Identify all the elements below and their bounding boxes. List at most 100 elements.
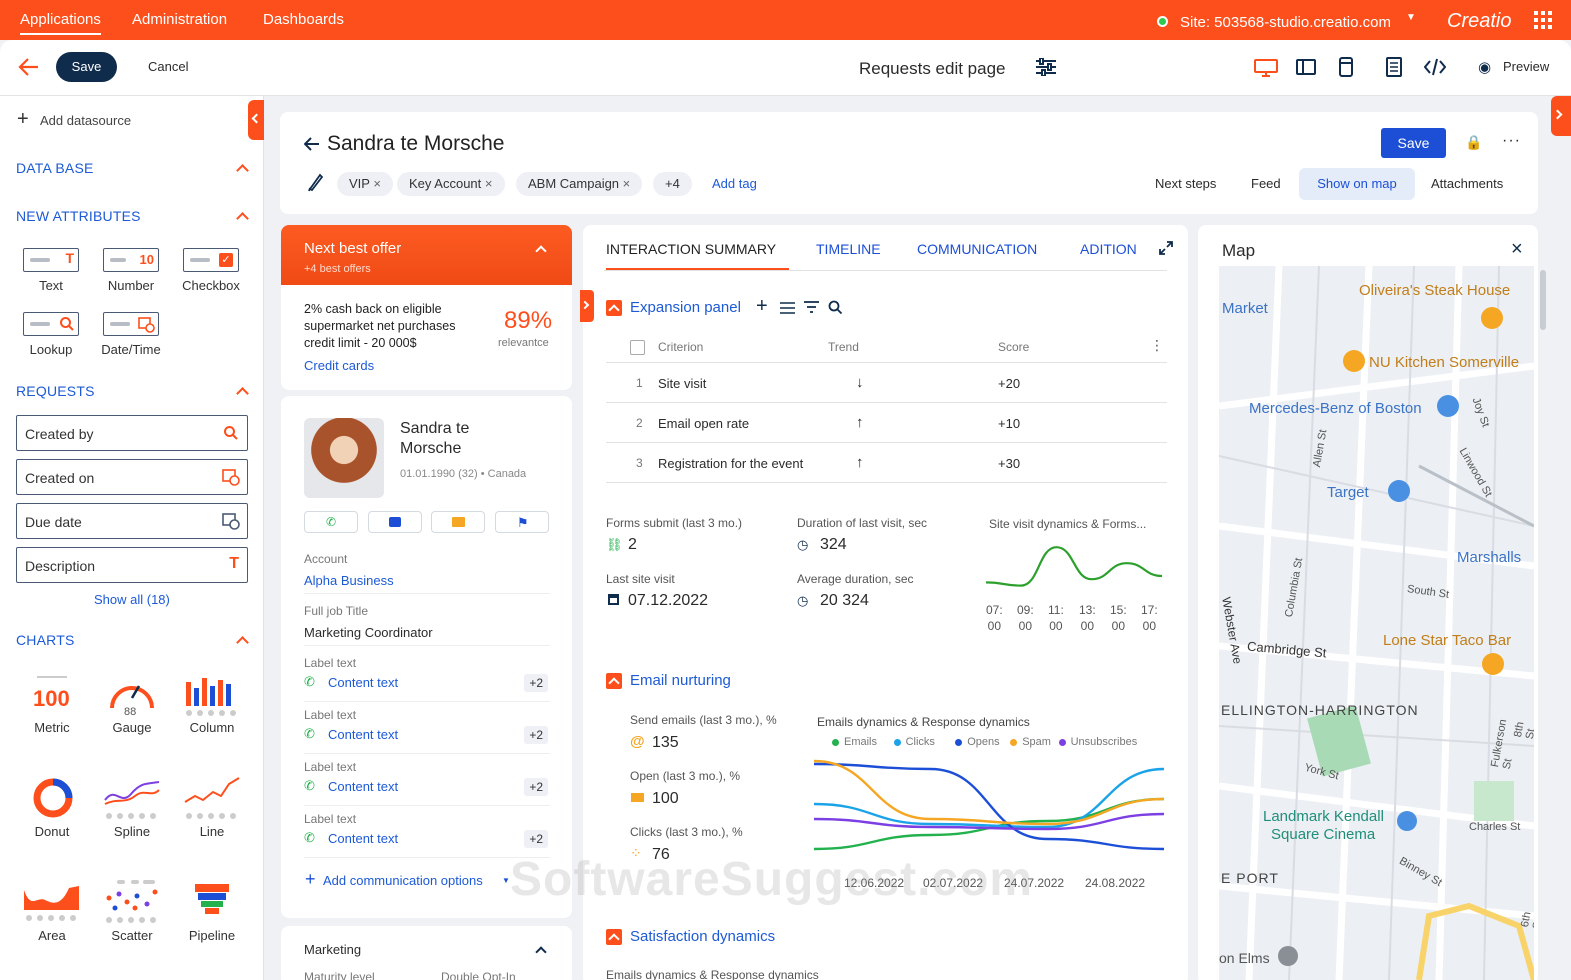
back-arrow-icon[interactable]	[18, 57, 40, 77]
tag-key-account[interactable]: Key Account ×	[397, 172, 505, 196]
more-vertical-icon[interactable]: ⋮	[1150, 337, 1164, 353]
expansion-panel-title[interactable]: Expansion panel	[630, 299, 741, 316]
chart-tile-spline[interactable]: Spline	[97, 776, 167, 839]
attr-checkbox[interactable]: ✓ Checkbox	[176, 248, 246, 293]
expand-icon[interactable]	[1159, 241, 1173, 255]
tab-communication[interactable]: COMMUNICATION	[917, 241, 1038, 257]
nav-dashboards[interactable]: Dashboards	[263, 11, 344, 28]
collapse-icon[interactable]	[606, 300, 622, 316]
call-button[interactable]: ✆	[304, 511, 358, 533]
apps-grid-icon[interactable]	[1534, 11, 1554, 31]
add-datasource-button[interactable]: Add datasource	[40, 113, 132, 128]
chart-tile-line[interactable]: Line	[177, 776, 247, 839]
section-requests[interactable]: REQUESTS	[16, 383, 95, 399]
search-icon[interactable]	[828, 300, 843, 315]
header-criterion[interactable]: Criterion	[658, 340, 704, 354]
preview-button[interactable]: Preview	[1503, 59, 1550, 74]
header-trend[interactable]: Trend	[828, 340, 859, 354]
row-badge[interactable]: +2	[524, 778, 548, 796]
close-icon[interactable]: ×	[484, 176, 493, 191]
offer-link[interactable]: Credit cards	[304, 358, 375, 373]
table-row[interactable]: 1 Site visit ↓ +20	[606, 363, 1167, 403]
chevron-down-icon[interactable]: ▼	[1406, 12, 1416, 23]
tablet-landscape-icon[interactable]	[1296, 59, 1316, 75]
table-row[interactable]: 2 Email open rate ↑ +10	[606, 403, 1167, 443]
chart-tile-donut[interactable]: Donut	[17, 776, 87, 839]
row-badge[interactable]: +2	[524, 726, 548, 744]
close-icon[interactable]: ×	[373, 176, 381, 191]
chart-tile-scatter[interactable]: Scatter	[97, 880, 167, 943]
expand-side-button[interactable]	[580, 290, 594, 322]
offer-header[interactable]: Next best offer +4 best offers	[281, 225, 572, 285]
site-selector[interactable]: Site: 503568-studio.creatio.com	[1180, 14, 1391, 31]
tab-timeline[interactable]: TIMELINE	[816, 241, 881, 257]
mobile-view-icon[interactable]	[1339, 57, 1353, 77]
tag-abm-campaign[interactable]: ABM Campaign ×	[516, 172, 643, 196]
settings-sliders-icon[interactable]	[780, 300, 795, 315]
action-attachments[interactable]: Attachments	[1431, 176, 1504, 191]
select-all-checkbox[interactable]	[630, 340, 645, 355]
chart-tile-metric[interactable]: 100 Metric	[17, 672, 87, 735]
chart-tile-pipeline[interactable]: Pipeline	[177, 880, 247, 943]
add-communication-options-button[interactable]: Add communication options	[323, 873, 483, 888]
show-all-link[interactable]: Show all (18)	[94, 592, 170, 607]
chevron-up-icon[interactable]	[535, 245, 547, 257]
more-options-icon[interactable]: ···	[1502, 132, 1521, 149]
account-link[interactable]: Alpha Business	[304, 573, 394, 588]
map-view[interactable]: Oliveira's Steak House Market NU Kitchen…	[1219, 266, 1534, 980]
cancel-button[interactable]: Cancel	[148, 59, 189, 74]
collapse-right-panel-button[interactable]	[1551, 96, 1571, 136]
action-show-on-map[interactable]: Show on map	[1299, 168, 1415, 200]
chart-tile-gauge[interactable]: 88 Gauge	[97, 672, 167, 735]
desktop-view-icon[interactable]	[1254, 59, 1278, 77]
chart-tile-area[interactable]: Area	[17, 880, 87, 943]
chevron-down-icon[interactable]: ▼	[502, 876, 510, 885]
attr-text[interactable]: T Text	[16, 248, 86, 293]
row-badge[interactable]: +2	[524, 830, 548, 848]
chevron-up-icon[interactable]	[236, 387, 249, 400]
collapse-icon[interactable]	[606, 673, 622, 689]
field-due-date[interactable]: Due date	[16, 503, 248, 539]
nav-administration[interactable]: Administration	[132, 11, 228, 28]
plus-icon[interactable]: +	[17, 108, 29, 130]
save-button[interactable]: Save	[56, 52, 117, 82]
add-icon[interactable]: +	[756, 295, 768, 317]
close-icon[interactable]: ×	[622, 176, 631, 191]
chat-button[interactable]	[368, 511, 422, 533]
field-created-by[interactable]: Created by	[16, 415, 248, 451]
nav-applications[interactable]: Applications	[20, 11, 101, 35]
close-icon[interactable]: ×	[1511, 238, 1523, 260]
settings-sliders-icon[interactable]	[1036, 58, 1056, 76]
row-value[interactable]: Content text	[328, 727, 399, 742]
email-nurturing-title[interactable]: Email nurturing	[630, 672, 731, 689]
add-tag-link[interactable]: Add tag	[712, 176, 757, 191]
satisfaction-title[interactable]: Satisfaction dynamics	[630, 928, 776, 945]
edit-pen-icon[interactable]	[307, 172, 323, 192]
collapse-left-panel-button[interactable]	[248, 100, 264, 140]
attr-datetime[interactable]: Date/Time	[96, 312, 166, 357]
chevron-up-icon[interactable]	[535, 946, 547, 958]
action-next-steps[interactable]: Next steps	[1155, 176, 1217, 191]
filter-icon[interactable]	[804, 300, 819, 314]
chevron-up-icon[interactable]	[236, 636, 249, 649]
table-row[interactable]: 3 Registration for the event ↑ +30	[606, 443, 1167, 483]
vertical-scrollbar[interactable]	[1540, 270, 1546, 330]
back-arrow-icon[interactable]	[304, 137, 320, 151]
row-value[interactable]: Content text	[328, 831, 399, 846]
document-icon[interactable]	[1386, 57, 1402, 77]
field-description[interactable]: Description T	[16, 547, 248, 583]
section-data-base[interactable]: DATA BASE	[16, 160, 94, 176]
section-new-attributes[interactable]: NEW ATTRIBUTES	[16, 208, 141, 224]
flag-button[interactable]: ⚑	[495, 511, 549, 533]
row-badge[interactable]: +2	[524, 674, 548, 692]
record-save-button[interactable]: Save	[1381, 128, 1446, 158]
code-icon[interactable]	[1424, 58, 1446, 76]
tab-interaction-summary[interactable]: INTERACTION SUMMARY	[606, 241, 777, 257]
plus-icon[interactable]: +	[305, 869, 316, 889]
row-value[interactable]: Content text	[328, 779, 399, 794]
chart-tile-column[interactable]: Column	[177, 672, 247, 735]
tab-adition[interactable]: ADITION	[1080, 241, 1137, 257]
lock-icon[interactable]: 🔒	[1465, 134, 1483, 150]
header-score[interactable]: Score	[998, 340, 1030, 354]
tag-vip[interactable]: VIP ×	[337, 172, 393, 196]
